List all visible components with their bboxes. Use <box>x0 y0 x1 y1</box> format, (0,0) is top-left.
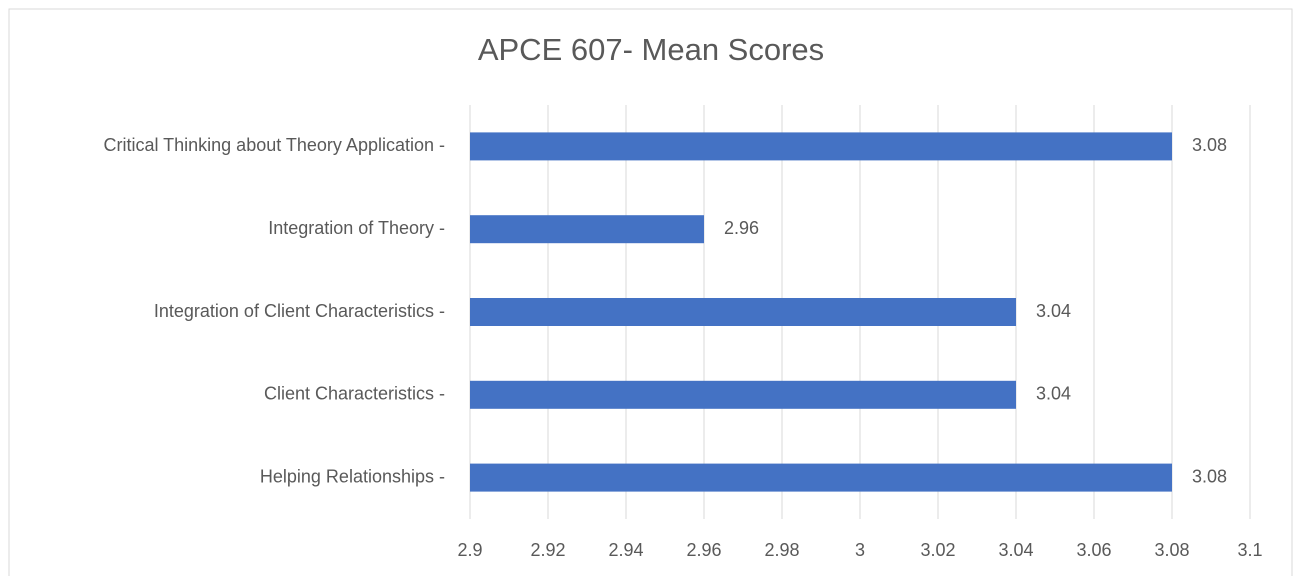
x-tick-label: 3.02 <box>920 540 955 560</box>
x-tick-label: 3.06 <box>1076 540 1111 560</box>
y-tick-label: Client Characteristics - <box>264 384 445 404</box>
x-tick-label: 2.9 <box>457 540 482 560</box>
y-tick-label: Integration of Theory - <box>268 218 445 238</box>
bar <box>470 463 1172 492</box>
data-label: 3.04 <box>1036 301 1071 321</box>
bar <box>470 215 704 244</box>
x-tick-label: 3.04 <box>998 540 1033 560</box>
x-tick-label: 3 <box>855 540 865 560</box>
bar <box>470 380 1016 409</box>
chart-title: APCE 607- Mean Scores <box>478 32 824 67</box>
x-tick-label: 2.94 <box>608 540 643 560</box>
data-label: 3.04 <box>1036 384 1071 404</box>
data-label: 3.08 <box>1192 135 1227 155</box>
data-label: 2.96 <box>724 218 759 238</box>
x-tick-label: 3.08 <box>1154 540 1189 560</box>
bar <box>470 298 1016 326</box>
x-tick-label: 2.92 <box>530 540 565 560</box>
y-tick-label: Integration of Client Characteristics - <box>154 301 445 321</box>
y-tick-label: Helping Relationships - <box>260 466 445 486</box>
data-label: 3.08 <box>1192 466 1227 486</box>
y-tick-label: Critical Thinking about Theory Applicati… <box>103 135 445 155</box>
x-tick-label: 2.98 <box>764 540 799 560</box>
x-tick-label: 3.1 <box>1237 540 1262 560</box>
x-tick-label: 2.96 <box>686 540 721 560</box>
bar <box>470 132 1172 161</box>
